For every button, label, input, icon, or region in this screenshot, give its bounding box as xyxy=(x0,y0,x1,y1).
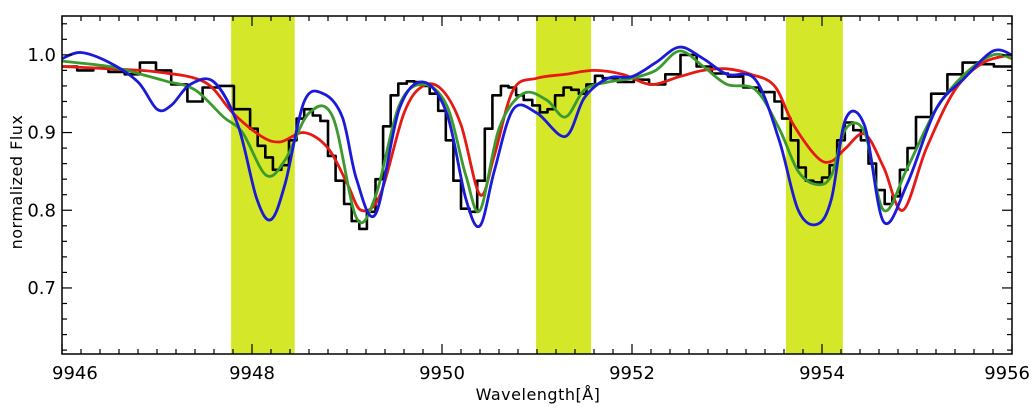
series-line-4 xyxy=(61,45,1013,229)
y-tick-label: 1.0 xyxy=(27,45,56,66)
x-tick-label: 9952 xyxy=(609,363,655,384)
x-tick-label: 9948 xyxy=(229,363,275,384)
series-layer xyxy=(61,45,1013,231)
x-axis-label: Wavelength[Å] xyxy=(476,385,601,404)
highlight-bands xyxy=(231,16,843,354)
x-tick-label: 9950 xyxy=(419,363,465,384)
x-tick-label: 9946 xyxy=(52,363,98,384)
y-axis-label: normalized Flux xyxy=(7,115,26,250)
x-tick-label: 9954 xyxy=(799,363,845,384)
series-line-3 xyxy=(61,49,1013,225)
tick-labels: 9946 9948 9950 9952 9954 9956 0.7 0.8 0.9 1.0 xyxy=(27,45,1030,384)
y-tick-label: 0.9 xyxy=(27,123,56,144)
axis-ticks xyxy=(61,16,1013,354)
highlight-band-2 xyxy=(536,16,592,354)
y-tick-label: 0.8 xyxy=(27,200,56,221)
x-tick-label: 9956 xyxy=(984,363,1030,384)
y-tick-label: 0.7 xyxy=(27,278,56,299)
